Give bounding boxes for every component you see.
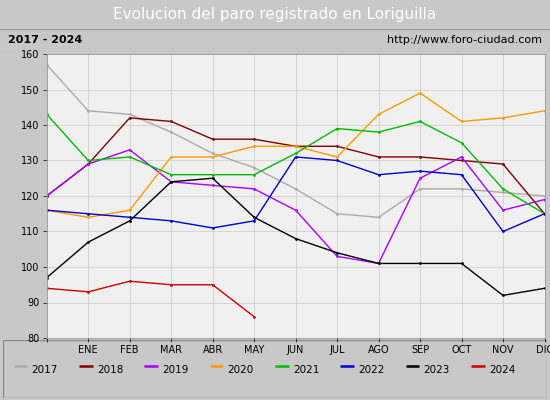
Text: 2017 - 2024: 2017 - 2024 — [8, 35, 82, 45]
Text: 2023: 2023 — [424, 365, 450, 375]
Text: http://www.foro-ciudad.com: http://www.foro-ciudad.com — [387, 35, 542, 45]
Text: 2024: 2024 — [489, 365, 515, 375]
Text: 2022: 2022 — [358, 365, 384, 375]
Text: 2018: 2018 — [97, 365, 123, 375]
Text: 2020: 2020 — [228, 365, 254, 375]
Text: 2019: 2019 — [162, 365, 189, 375]
Text: 2021: 2021 — [293, 365, 320, 375]
Text: Evolucion del paro registrado en Loriguilla: Evolucion del paro registrado en Lorigui… — [113, 7, 437, 22]
Text: 2017: 2017 — [31, 365, 58, 375]
